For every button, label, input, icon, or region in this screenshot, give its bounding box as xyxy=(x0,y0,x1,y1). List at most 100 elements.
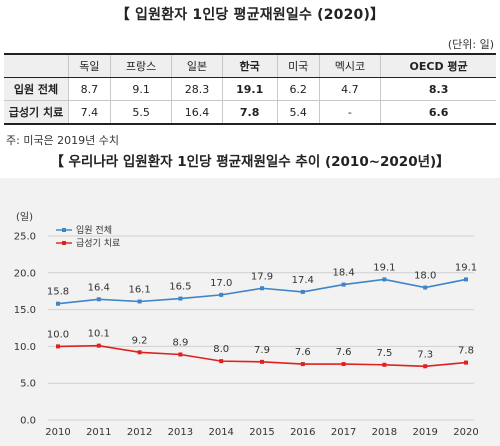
line-chart: (일) 0.0 5.0 10.0 15.0 20.0 25.0 2010 2011 2012 201… xyxy=(14,211,479,438)
data-point xyxy=(341,282,346,287)
data-label: 7.6 xyxy=(295,347,311,358)
data-point xyxy=(260,286,264,291)
data-label: 7.6 xyxy=(336,347,352,358)
data-point xyxy=(178,296,183,301)
data-label: 16.1 xyxy=(128,285,150,296)
footnote: 주: 미국은 2019년 수치 xyxy=(6,134,120,147)
data-point xyxy=(137,299,142,304)
data-label: 7.3 xyxy=(417,349,433,360)
table-cell: 8.3 xyxy=(380,77,496,101)
y-tick-label: 25.0 xyxy=(14,232,36,243)
header-mexico: 멕시코 xyxy=(318,54,381,78)
table-cell: 16.4 xyxy=(171,100,223,124)
series-line-1 xyxy=(57,278,467,305)
data-label: 10.0 xyxy=(47,329,69,340)
data-point xyxy=(464,360,468,365)
data-label: 10.1 xyxy=(88,329,110,340)
table-row: 입원 전체 8.7 9.1 28.3 19.1 6.2 4.7 8.3 xyxy=(4,77,496,101)
row-label-acute: 급성기 치료 xyxy=(4,100,69,124)
data-point xyxy=(423,285,428,290)
data-point xyxy=(178,352,183,357)
data-label: 17.4 xyxy=(292,275,314,286)
y-tick-label: 5.0 xyxy=(20,379,36,390)
x-tick-label: 2016 xyxy=(290,427,315,438)
header-usa: 미국 xyxy=(276,54,320,78)
table-cell: 6.2 xyxy=(276,77,320,101)
legend-marker-2 xyxy=(62,241,66,245)
x-tick-label: 2012 xyxy=(127,427,152,438)
data-point xyxy=(96,297,101,302)
header-korea: 한국 xyxy=(221,54,278,78)
data-point xyxy=(96,343,101,348)
header-oecd-avg: OECD 평균 xyxy=(380,54,496,78)
data-point xyxy=(382,362,387,367)
y-tick-label: 15.0 xyxy=(14,305,36,316)
x-tick-label: 2019 xyxy=(412,427,437,438)
data-label: 16.4 xyxy=(88,282,110,293)
data-label: 18.0 xyxy=(414,271,436,282)
data-label: 17.0 xyxy=(210,278,232,289)
y-tick-label: 20.0 xyxy=(14,268,36,279)
unit-note: (단위: 일) xyxy=(447,38,494,51)
data-point xyxy=(56,344,60,349)
x-tick-label: 2014 xyxy=(208,427,233,438)
legend-label-1: 입원 전체 xyxy=(76,224,112,236)
header-japan: 일본 xyxy=(171,54,223,78)
x-tick-label: 2013 xyxy=(168,427,193,438)
data-point xyxy=(300,362,305,367)
data-label: 8.9 xyxy=(172,337,188,348)
data-label: 19.1 xyxy=(455,262,477,273)
x-tick-label: 2015 xyxy=(249,427,274,438)
table-cell: - xyxy=(318,100,381,124)
chart-area: (일) 0.0 5.0 10.0 15.0 20.0 25.0 2010 2011 2012 201… xyxy=(0,178,500,446)
page-title: 【 입원환자 1인당 평균재원일수 (2020)】 xyxy=(115,7,385,23)
row-label-total: 입원 전체 xyxy=(4,77,69,101)
table-cell: 19.1 xyxy=(221,77,278,101)
data-label: 17.9 xyxy=(251,271,273,282)
y-tick-label: 0.0 xyxy=(20,416,36,427)
data-point xyxy=(423,364,428,369)
y-tick-label: 10.0 xyxy=(14,342,36,353)
header-germany: 독일 xyxy=(68,54,111,78)
data-point xyxy=(56,301,60,306)
header-blank xyxy=(4,54,69,78)
data-point xyxy=(260,359,264,364)
table-row: 급성기 치료 7.4 5.5 16.4 7.8 5.4 - 6.6 xyxy=(4,100,496,124)
stats-table: 독일 프랑스 일본 한국 미국 멕시코 OECD 평균 입원 전체 8.7 9.… xyxy=(4,53,496,125)
data-label: 7.8 xyxy=(458,346,474,357)
data-label: 7.5 xyxy=(376,348,392,359)
legend-label-2: 급성기 치료 xyxy=(76,237,120,249)
table-header-row: 독일 프랑스 일본 한국 미국 멕시코 OECD 평균 xyxy=(4,54,496,78)
table-cell: 28.3 xyxy=(171,77,223,101)
data-point xyxy=(137,350,142,355)
data-label: 7.9 xyxy=(254,345,270,356)
data-point xyxy=(464,277,468,282)
table-cell: 6.6 xyxy=(380,100,496,124)
table-cell: 5.5 xyxy=(109,100,172,124)
x-tick-label: 2017 xyxy=(331,427,356,438)
table-cell: 5.4 xyxy=(276,100,320,124)
data-label: 18.4 xyxy=(332,268,354,279)
data-point xyxy=(341,362,346,367)
table-cell: 7.4 xyxy=(68,100,111,124)
chart-title: 【 우리나라 입원환자 1인당 평균재원일수 추이 (2010~2020년)】 xyxy=(50,154,450,170)
data-point xyxy=(300,289,305,294)
data-label: 15.8 xyxy=(47,287,69,298)
table-cell: 9.1 xyxy=(109,77,172,101)
data-point xyxy=(219,359,224,364)
table-cell: 7.8 xyxy=(221,100,278,124)
x-tick-label: 2020 xyxy=(453,427,478,438)
x-tick-label: 2010 xyxy=(45,427,70,438)
header-france: 프랑스 xyxy=(109,54,172,78)
y-axis-label: (일) xyxy=(16,211,33,223)
data-point xyxy=(382,277,387,282)
x-tick-label: 2018 xyxy=(372,427,397,438)
data-label: 8.0 xyxy=(213,344,229,355)
data-label: 19.1 xyxy=(373,262,395,273)
table-cell: 4.7 xyxy=(318,77,381,101)
x-tick-label: 2011 xyxy=(86,427,111,438)
data-label: 16.5 xyxy=(169,282,191,293)
table-cell: 8.7 xyxy=(68,77,111,101)
data-label: 9.2 xyxy=(132,335,148,346)
legend-marker-1 xyxy=(62,228,66,232)
